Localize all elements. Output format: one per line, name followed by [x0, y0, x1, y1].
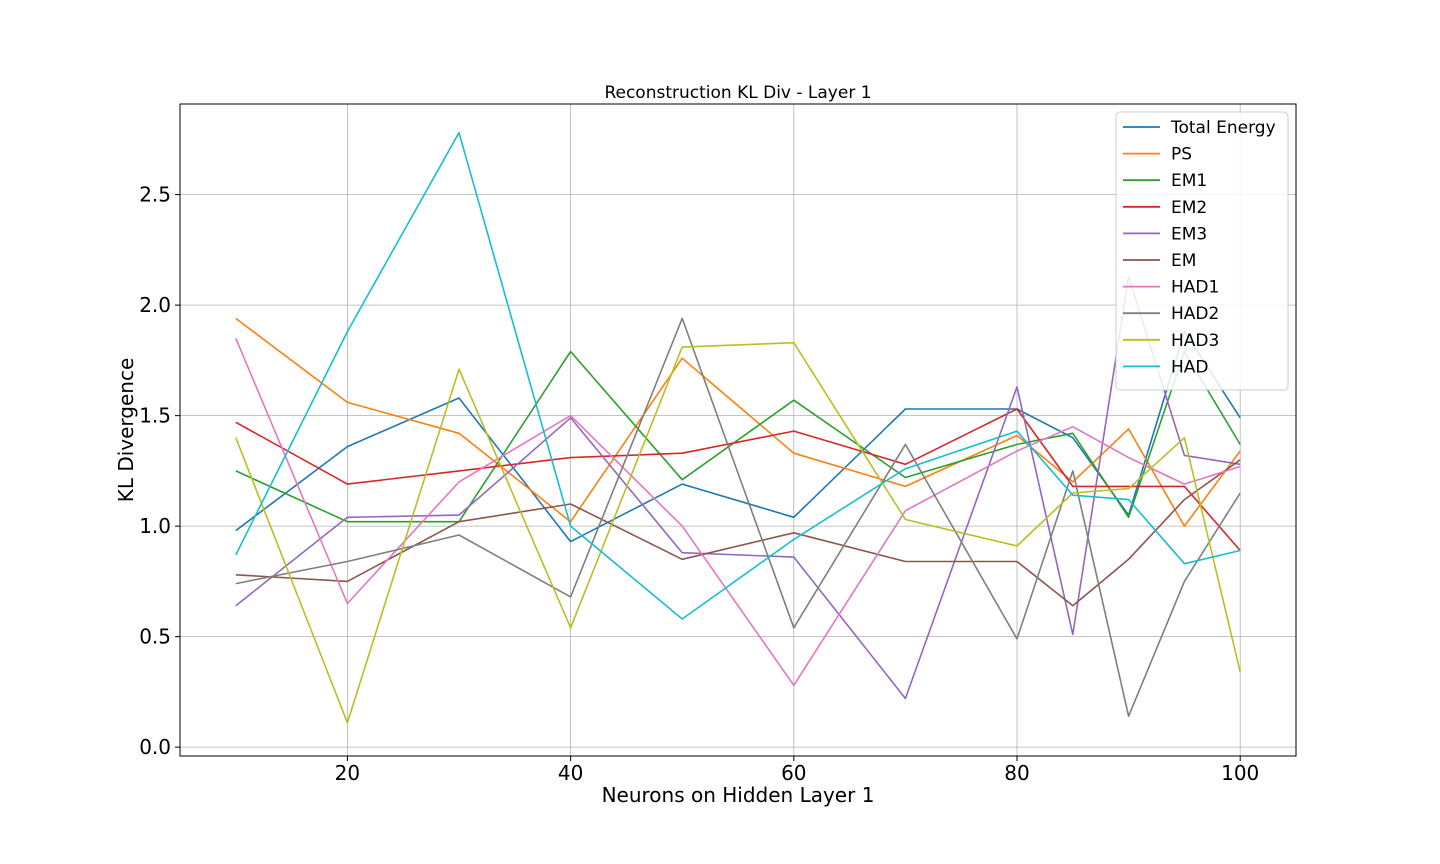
- legend-label-had: HAD: [1171, 357, 1209, 377]
- y-axis-ticks: 0.0 0.5 1.0 1.5 2.0 2.5: [139, 183, 180, 759]
- legend-label-had1: HAD1: [1171, 278, 1219, 298]
- legend-label-em: EM: [1171, 251, 1196, 271]
- y-tick-label: 0.0: [139, 735, 171, 759]
- series-line-had: [235, 131, 1241, 620]
- y-tick-label: 1.5: [139, 404, 171, 428]
- legend-label-total-energy: Total Energy: [1170, 118, 1276, 138]
- legend-label-em2: EM2: [1171, 198, 1207, 218]
- series-line-em1: [235, 350, 1241, 523]
- series-line-had2: [235, 317, 1241, 718]
- series-line-em: [235, 459, 1241, 607]
- chart-title: Reconstruction KL Div - Layer 1: [604, 83, 871, 103]
- x-axis-label: Neurons on Hidden Layer 1: [602, 783, 875, 807]
- series-line-had3: [235, 341, 1241, 724]
- y-axis-label: KL Divergence: [114, 358, 138, 503]
- y-tick-label: 2.5: [139, 183, 171, 207]
- x-tick-label: 100: [1221, 761, 1259, 785]
- legend-label-em3: EM3: [1171, 224, 1207, 244]
- series-lines: [235, 131, 1241, 724]
- x-tick-label: 20: [335, 761, 360, 785]
- x-tick-label: 60: [781, 761, 806, 785]
- series-line-em2: [235, 408, 1241, 552]
- series-line-total-energy: [235, 330, 1241, 543]
- legend: Total Energy PS EM1 EM2 EM3 EM HAD1 HAD2 HAD3 HAD: [1115, 111, 1289, 391]
- legend-label-ps: PS: [1171, 145, 1192, 165]
- x-tick-label: 80: [1004, 761, 1029, 785]
- legend-label-had2: HAD2: [1171, 304, 1219, 324]
- plot-area-frame: [179, 103, 1297, 757]
- x-tick-label: 40: [558, 761, 583, 785]
- y-tick-label: 0.5: [139, 625, 171, 649]
- series-line-had1: [235, 337, 1241, 687]
- legend-label-had3: HAD3: [1171, 331, 1219, 351]
- y-tick-label: 1.0: [139, 514, 171, 538]
- legend-label-em1: EM1: [1171, 171, 1207, 191]
- y-tick-label: 2.0: [139, 293, 171, 317]
- x-axis-ticks: 20 40 60 80 100: [335, 756, 1259, 785]
- legend-box: [1115, 111, 1289, 391]
